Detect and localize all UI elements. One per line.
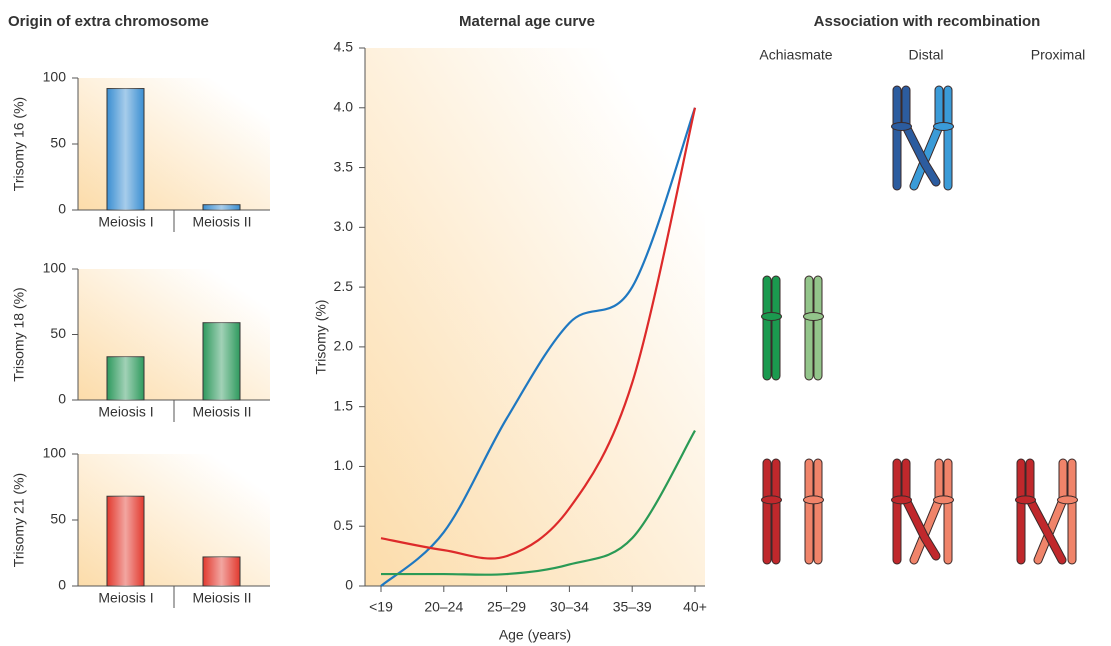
y-tick-label: 2.0	[334, 338, 354, 354]
y-tick-label: 0	[345, 577, 353, 593]
centromere	[1057, 495, 1078, 505]
bar-sheen	[107, 356, 144, 400]
y-tick-label: 50	[50, 511, 66, 527]
y-tick-label: 0	[58, 577, 66, 593]
y-tick-label: 100	[43, 445, 67, 461]
bar-sheen	[203, 204, 240, 210]
y-tick-label: 3.5	[334, 158, 354, 174]
x-tick-label: 40+	[683, 599, 707, 615]
bar-sheen	[107, 88, 144, 210]
y-tick-label: 0.5	[334, 517, 354, 533]
line	[380, 107, 697, 560]
x-tick-label: Meiosis II	[192, 214, 251, 230]
column-label: Distal	[908, 47, 943, 63]
line	[380, 430, 696, 576]
centromere	[761, 495, 782, 505]
panel-title: Origin of extra chromosome	[8, 13, 209, 30]
x-tick-label: 25–29	[487, 599, 526, 615]
chromatid	[902, 86, 940, 186]
y-tick-label: 0	[58, 391, 66, 407]
chromatid	[902, 459, 940, 560]
x-tick-label: 20–24	[424, 599, 463, 615]
line	[380, 107, 697, 587]
bar-sheen	[203, 556, 240, 586]
centromere	[891, 121, 912, 131]
y-tick-label: 100	[43, 260, 67, 276]
centromere	[1015, 495, 1036, 505]
title: Maternal age curve	[459, 13, 595, 30]
y-axis-label: Trisomy 21 (%)	[11, 473, 27, 567]
y-axis-label: Trisomy (%)	[313, 300, 329, 375]
x-tick-label: 30–34	[550, 599, 589, 615]
centromere	[803, 311, 824, 321]
y-tick-label: 4.5	[334, 39, 354, 55]
x-tick-label: Meiosis I	[98, 214, 153, 230]
x-tick-label: Meiosis II	[192, 404, 251, 420]
x-tick-label: Meiosis I	[98, 404, 153, 420]
centromere	[933, 495, 954, 505]
y-tick-label: 0	[58, 201, 66, 217]
x-tick-label: 35–39	[613, 599, 652, 615]
y-tick-label: 3.0	[334, 218, 354, 234]
y-axis-label: Trisomy 18 (%)	[11, 287, 27, 381]
centromere	[891, 495, 912, 505]
y-tick-label: 2.5	[334, 278, 354, 294]
centromere	[933, 121, 954, 131]
y-tick-label: 1.5	[334, 397, 354, 413]
column-label: Achiasmate	[759, 47, 832, 63]
y-tick-label: 1.0	[334, 457, 354, 473]
x-tick-label: <19	[369, 599, 393, 615]
y-tick-label: 50	[50, 325, 66, 341]
y-tick-label: 4.0	[334, 98, 354, 114]
y-tick-label: 50	[50, 135, 66, 151]
bar-sheen	[203, 322, 240, 400]
panel-title: Association with recombination	[814, 13, 1041, 30]
centromere	[761, 311, 782, 321]
y-axis-label: Trisomy 16 (%)	[11, 97, 27, 191]
y-tick-label: 100	[43, 69, 67, 85]
x-tick-label: Meiosis II	[192, 590, 251, 606]
x-tick-label: Meiosis I	[98, 590, 153, 606]
column-label: Proximal	[1031, 47, 1085, 63]
centromere	[803, 495, 824, 505]
x-axis-label: Age (years)	[499, 627, 571, 643]
bar-sheen	[107, 496, 144, 586]
